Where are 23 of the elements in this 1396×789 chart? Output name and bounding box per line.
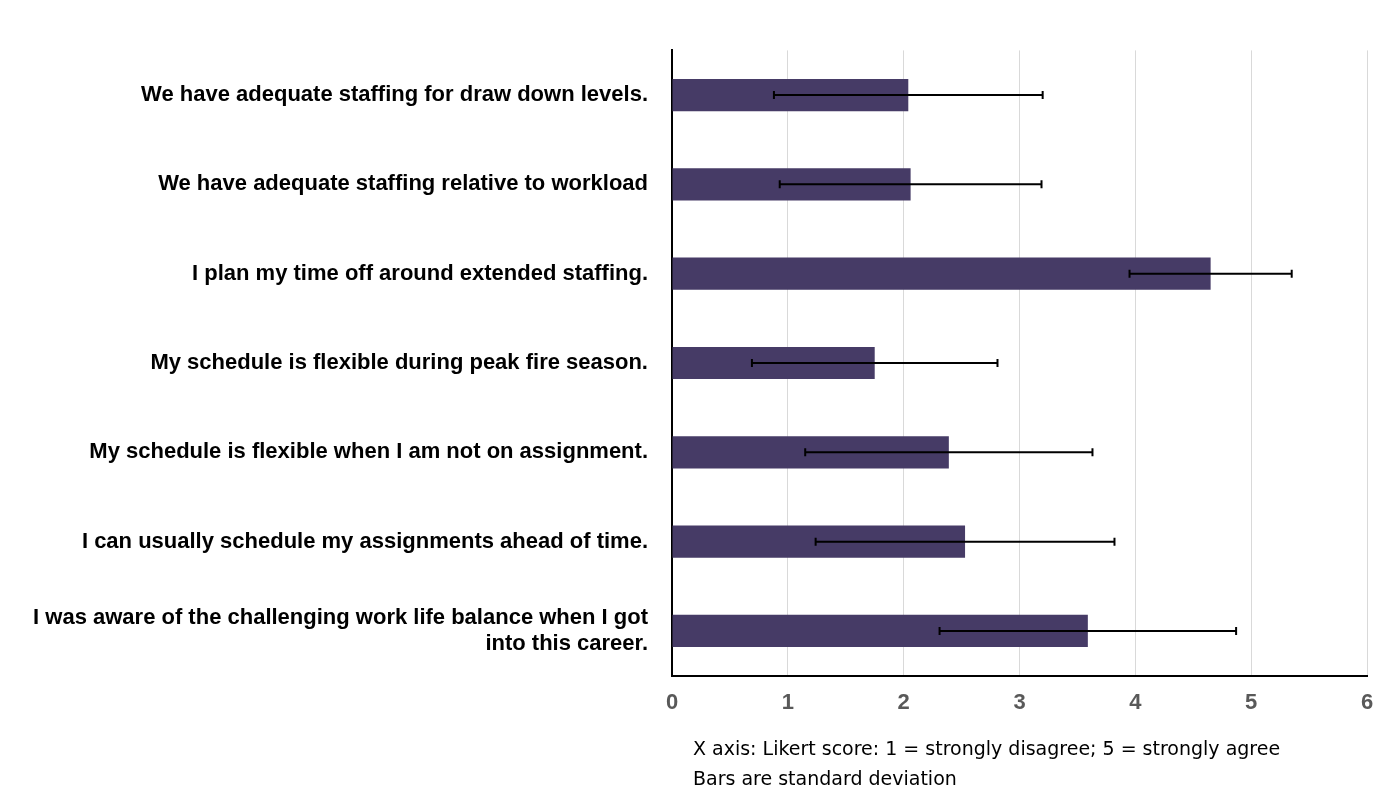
y-tick-label: I plan my time off around extended staffing.	[192, 259, 648, 285]
x-tick-label: 0	[665, 688, 679, 714]
bar	[672, 346, 875, 380]
y-tick-label: My schedule is flexible when I am not on assignment.	[89, 438, 648, 464]
bar	[672, 78, 909, 112]
x-tick-label: 2	[897, 688, 910, 714]
y-tick-label: We have adequate staffing relative to workload	[158, 170, 648, 196]
bar	[672, 168, 911, 201]
y-tick-label: I can usually schedule my assignments ahead of time.	[81, 527, 648, 553]
bar	[672, 257, 1211, 290]
bar	[672, 614, 1088, 648]
bar	[672, 436, 949, 469]
x-tick-label: 3	[1013, 688, 1026, 714]
x-tick-label: 1	[781, 688, 794, 714]
x-tick-label: 6	[1360, 688, 1374, 714]
text: Bars are standard deviation	[693, 766, 958, 789]
x-tick-label: 4	[1129, 688, 1143, 714]
y-tick-label: We have adequate staffing for draw down levels.	[141, 81, 648, 107]
y-tick-label: My schedule is flexible during peak fire season.	[150, 349, 648, 375]
text: X axis: Likert score: 1 = strongly disagree; 5 = strongly agree	[693, 736, 1281, 761]
y-tick-label: I was aware of the challenging work life balance when I got into this career.	[33, 603, 649, 656]
x-tick-label: 5	[1245, 688, 1258, 714]
bar	[672, 525, 966, 558]
